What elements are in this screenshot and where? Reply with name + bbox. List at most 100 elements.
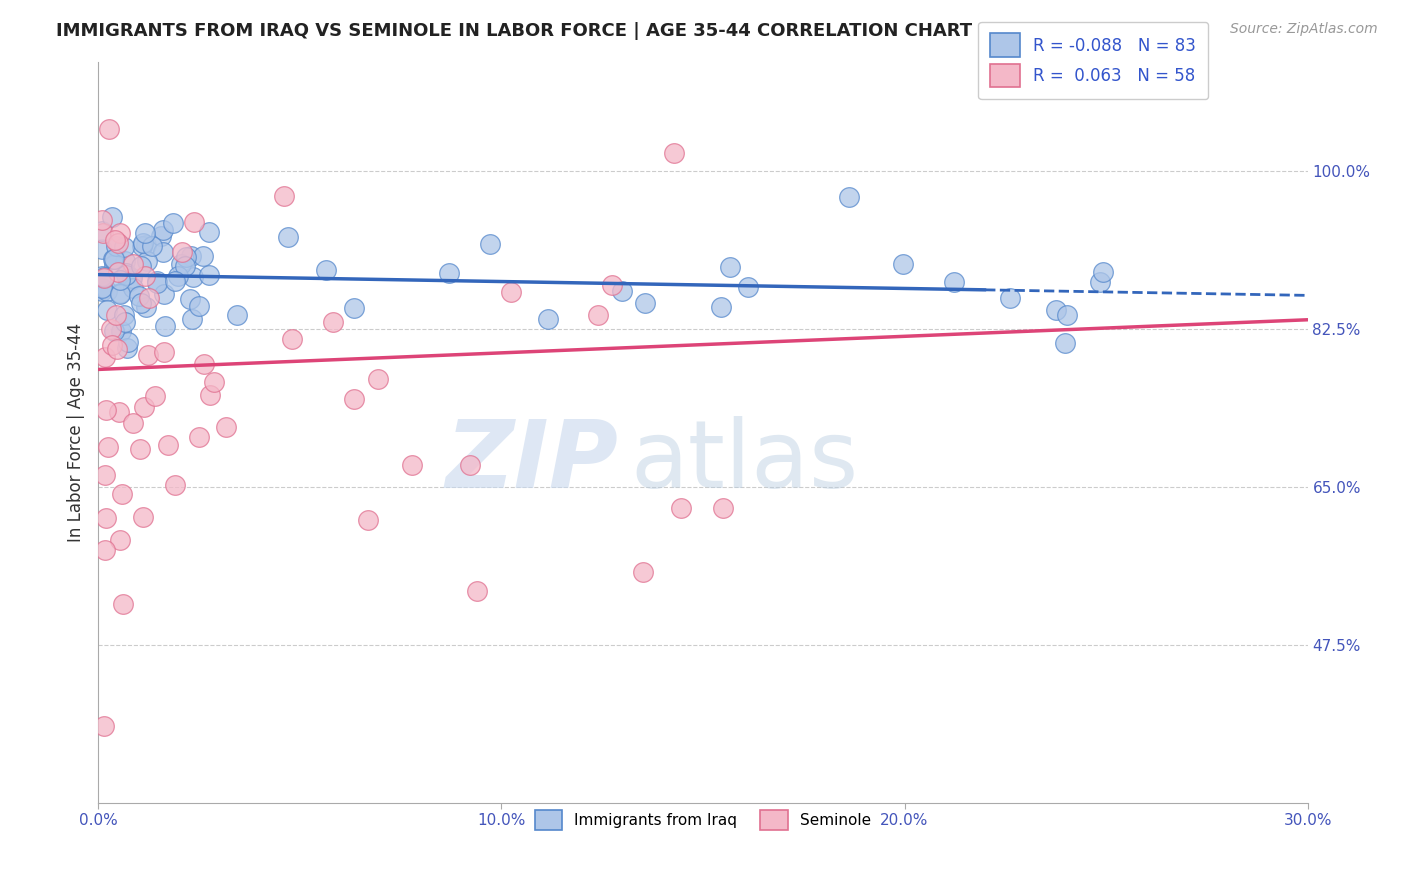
- Point: [162, 216, 184, 230]
- Point: [631, 565, 654, 579]
- Point: [131, 295, 153, 310]
- Point: [662, 146, 685, 161]
- Point: [152, 244, 174, 259]
- Point: [120, 273, 142, 287]
- Point: [108, 285, 131, 300]
- Point: [112, 240, 135, 254]
- Point: [465, 584, 488, 599]
- Point: [114, 254, 136, 268]
- Y-axis label: In Labor Force | Age 35-44: In Labor Force | Age 35-44: [66, 323, 84, 542]
- Point: [134, 226, 156, 240]
- Point: [105, 342, 128, 356]
- Point: [93, 269, 115, 284]
- Point: [499, 285, 522, 299]
- Point: [138, 291, 160, 305]
- Point: [135, 300, 157, 314]
- Point: [173, 259, 195, 273]
- Point: [115, 268, 138, 282]
- Point: [121, 416, 143, 430]
- Point: [115, 341, 138, 355]
- Point: [401, 458, 423, 472]
- Point: [357, 513, 380, 527]
- Text: Source: ZipAtlas.com: Source: ZipAtlas.com: [1230, 22, 1378, 37]
- Point: [93, 719, 115, 733]
- Point: [91, 284, 114, 298]
- Point: [135, 253, 157, 268]
- Point: [100, 322, 122, 336]
- Point: [942, 275, 965, 289]
- Point: [103, 324, 125, 338]
- Point: [1092, 265, 1115, 279]
- Point: [170, 244, 193, 259]
- Point: [586, 308, 609, 322]
- Point: [197, 268, 219, 282]
- Point: [117, 276, 139, 290]
- Point: [187, 299, 209, 313]
- Text: IMMIGRANTS FROM IRAQ VS SEMINOLE IN LABOR FORCE | AGE 35-44 CORRELATION CHART: IMMIGRANTS FROM IRAQ VS SEMINOLE IN LABO…: [56, 22, 973, 40]
- Point: [132, 235, 155, 250]
- Point: [107, 265, 129, 279]
- Point: [94, 403, 117, 417]
- Point: [105, 309, 128, 323]
- Point: [94, 467, 117, 482]
- Point: [170, 257, 193, 271]
- Point: [737, 280, 759, 294]
- Point: [107, 235, 129, 250]
- Point: [115, 266, 138, 280]
- Point: [141, 239, 163, 253]
- Point: [93, 350, 115, 364]
- Point: [93, 542, 115, 557]
- Point: [91, 281, 114, 295]
- Point: [96, 284, 118, 298]
- Point: [155, 318, 177, 333]
- Point: [198, 226, 221, 240]
- Point: [110, 273, 132, 287]
- Point: [437, 266, 460, 280]
- Point: [153, 344, 176, 359]
- Point: [1045, 303, 1067, 318]
- Point: [998, 292, 1021, 306]
- Point: [183, 214, 205, 228]
- Point: [188, 430, 211, 444]
- Point: [128, 289, 150, 303]
- Point: [166, 269, 188, 284]
- Point: [114, 315, 136, 329]
- Point: [478, 237, 501, 252]
- Point: [108, 533, 131, 547]
- Point: [91, 224, 114, 238]
- Point: [176, 250, 198, 264]
- Point: [191, 249, 214, 263]
- Point: [91, 268, 114, 283]
- Point: [713, 500, 735, 515]
- Point: [146, 275, 169, 289]
- Point: [104, 233, 127, 247]
- Point: [121, 271, 143, 285]
- Point: [1054, 336, 1077, 351]
- Point: [108, 405, 131, 419]
- Point: [111, 597, 134, 611]
- Point: [103, 258, 125, 272]
- Point: [179, 292, 201, 306]
- Point: [1090, 275, 1112, 289]
- Point: [281, 332, 304, 346]
- Point: [132, 400, 155, 414]
- Point: [342, 392, 364, 406]
- Point: [202, 376, 225, 390]
- Point: [153, 287, 176, 301]
- Point: [322, 315, 344, 329]
- Point: [273, 188, 295, 202]
- Point: [180, 311, 202, 326]
- Point: [1056, 309, 1078, 323]
- Point: [710, 300, 733, 314]
- Point: [98, 121, 121, 136]
- Point: [136, 348, 159, 362]
- Point: [128, 442, 150, 456]
- Point: [150, 229, 173, 244]
- Point: [96, 302, 118, 317]
- Point: [537, 312, 560, 326]
- Text: ZIP: ZIP: [446, 417, 619, 508]
- Point: [91, 242, 114, 256]
- Point: [610, 284, 633, 298]
- Point: [117, 335, 139, 350]
- Point: [134, 268, 156, 283]
